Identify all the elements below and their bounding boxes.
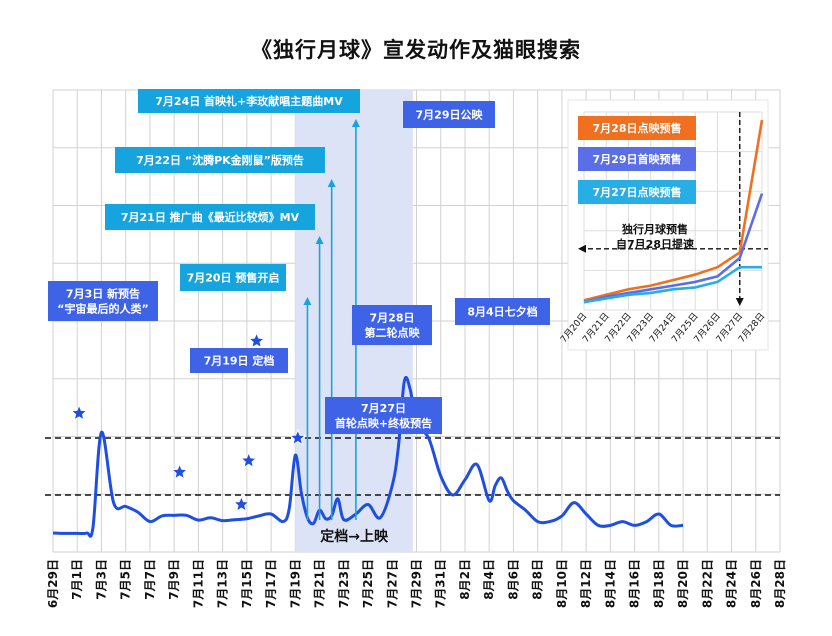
x-tick-label: 7月3日 xyxy=(94,559,108,600)
inset-legend-box xyxy=(578,180,696,204)
star-marker xyxy=(288,428,307,446)
x-tick-label: 7月7日 xyxy=(143,559,157,600)
x-tick-label: 8月14日 xyxy=(603,559,617,608)
x-tick-label: 6月29日 xyxy=(46,559,60,608)
x-tick-label: 8月24日 xyxy=(725,559,739,608)
x-tick-label: 7月25日 xyxy=(361,559,375,608)
x-tick-label: 7月21日 xyxy=(313,559,327,608)
star-marker xyxy=(232,495,251,513)
inset-legend-label: 7月27日点映预售 xyxy=(593,185,682,199)
annotation-box xyxy=(138,89,360,113)
x-tick-label: 7月11日 xyxy=(191,559,205,608)
annotation-box xyxy=(455,298,550,325)
inset-legend-box xyxy=(578,147,696,171)
x-tick-label: 7月1日 xyxy=(70,559,84,600)
annotation-box xyxy=(352,305,432,345)
x-tick-label: 7月23日 xyxy=(337,559,351,608)
x-tick-label: 8月20日 xyxy=(676,559,690,608)
annotation-box xyxy=(180,264,286,291)
x-tick-label: 8月8日 xyxy=(531,559,545,600)
inset-series-line xyxy=(583,193,764,304)
x-tick-label: 7月19日 xyxy=(288,559,302,608)
annotation-box xyxy=(325,397,442,434)
x-tick-label: 8月4日 xyxy=(482,559,496,600)
inset-series-line xyxy=(583,265,762,304)
x-tick-label: 8月12日 xyxy=(579,559,593,608)
inset-arrowhead-left xyxy=(578,244,586,253)
annotation-arrowhead xyxy=(315,236,324,244)
x-tick-label: 7月13日 xyxy=(216,559,230,608)
inset-legend-label: 7月28日点映预售 xyxy=(593,121,682,135)
x-tick-label: 8月6日 xyxy=(506,559,520,600)
star-marker xyxy=(170,462,189,480)
annotation-arrowhead xyxy=(351,119,360,127)
x-tick-label: 8月18日 xyxy=(652,559,666,608)
x-tick-label: 8月28日 xyxy=(773,559,787,608)
x-tick-label: 7月27日 xyxy=(385,559,399,608)
star-marker xyxy=(70,404,88,421)
annotation-label: 7月21日 推广曲《最近比较烦》MV xyxy=(121,210,300,224)
x-tick-label: 8月26日 xyxy=(749,559,763,608)
annotation-box xyxy=(105,204,315,230)
annotation-label: 7月27日首轮点映+终极预告 xyxy=(335,402,432,430)
highlight-label: 定档→上映 xyxy=(320,528,389,545)
inset-legend-box xyxy=(578,116,696,140)
inset-panel xyxy=(567,99,769,351)
x-tick-label: 7月15日 xyxy=(240,559,254,608)
star-marker xyxy=(239,451,258,469)
inset-annotation: 独行月球预售自7月28日提速 xyxy=(616,222,694,251)
annotation-label: 7月24日 首映礼+李玫献唱主题曲MV xyxy=(155,94,343,108)
x-tick-label: 7月17日 xyxy=(264,559,278,608)
annotation-label: 7月28日第二轮点映 xyxy=(365,312,421,340)
x-tick-label: 7月9日 xyxy=(167,559,181,600)
x-tick-label: 7月31日 xyxy=(434,559,448,608)
annotation-label: 7月20日 预售开启 xyxy=(187,271,280,285)
annotation-label: 8月4日七夕档 xyxy=(467,305,537,319)
annotation-box xyxy=(190,348,288,373)
x-tick-label: 7月5日 xyxy=(119,559,133,600)
annotation-label: 7月22日 “沈腾PK金刚鼠”版预告 xyxy=(136,153,304,167)
annotation-label: 7月29日公映 xyxy=(416,108,484,122)
chart-title: 《独行月球》宣发动作及猫眼搜索 xyxy=(251,38,581,62)
x-tick-label: 7月29日 xyxy=(410,559,424,608)
x-tick-label: 8月22日 xyxy=(700,559,714,608)
inset-legend-label: 7月29日首映预售 xyxy=(593,152,682,166)
annotation-box xyxy=(115,147,325,173)
x-tick-label: 8月16日 xyxy=(628,559,642,608)
annotation-label: 7月19日 定档 xyxy=(204,354,275,368)
annotation-label: 7月3日 新预告“宇宙最后的人类” xyxy=(57,287,148,316)
inset-series-line xyxy=(583,119,764,302)
star-marker xyxy=(247,331,266,349)
annotation-box xyxy=(48,281,158,321)
x-tick-label: 8月2日 xyxy=(458,559,472,600)
annotation-arrowhead xyxy=(303,297,312,305)
annotation-arrowhead xyxy=(327,179,336,187)
annotation-box xyxy=(403,101,495,128)
inset-arrowhead-down xyxy=(735,298,744,306)
x-tick-label: 8月10日 xyxy=(555,559,569,608)
